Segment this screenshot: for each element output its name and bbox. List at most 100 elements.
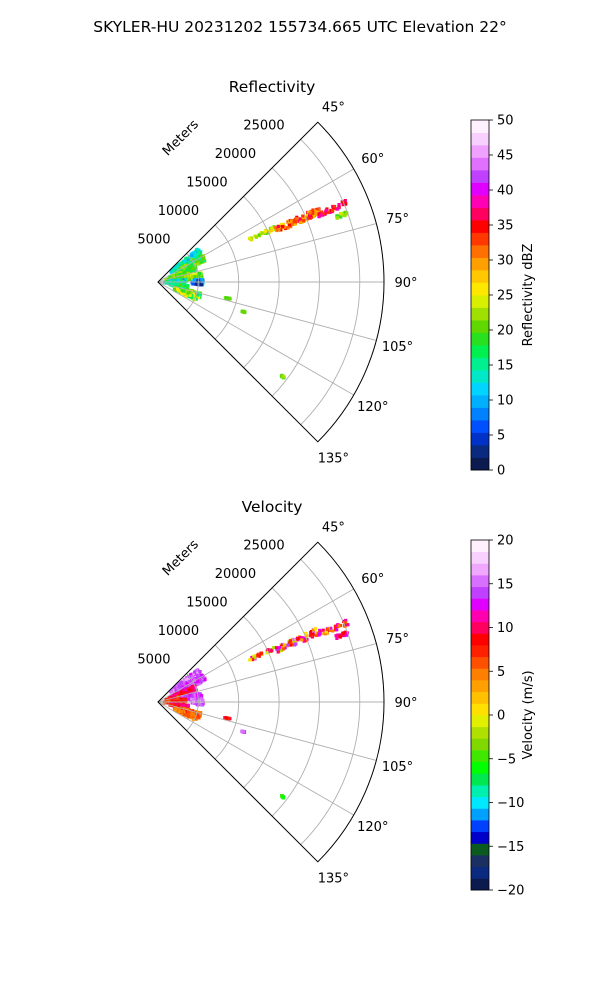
echo-gate (228, 297, 232, 301)
echo-gate (306, 213, 310, 217)
echo-gate (190, 253, 194, 257)
range-tick-label: 5000 (137, 653, 170, 668)
echo-gate (194, 683, 198, 687)
echo-gate (325, 627, 329, 632)
colorbar-segment (471, 220, 489, 233)
echo-gate (197, 281, 201, 285)
echo-gate (195, 671, 199, 675)
colorbar-segment (471, 645, 489, 658)
echo-gate (296, 636, 300, 641)
colorbar-segment (471, 820, 489, 833)
echo-gate (281, 224, 285, 229)
echo-gate (329, 626, 333, 630)
azimuth-gridline (157, 281, 377, 341)
azimuth-tick-label: 120° (357, 400, 388, 415)
echo-gate (198, 257, 202, 261)
range-tick-label: 15000 (186, 175, 227, 190)
colorbar-segment (471, 598, 489, 611)
echo-gate (187, 712, 191, 716)
echo-gate (183, 289, 187, 293)
echo-gate (180, 709, 184, 714)
echo-gate (276, 224, 280, 229)
echo-gate (202, 258, 206, 262)
echo-gate (174, 690, 178, 694)
colorbar-segment (471, 586, 489, 599)
echo-gate (191, 712, 195, 716)
echo-gate (345, 633, 349, 637)
colorbar-segment (471, 357, 489, 371)
echo-gate (269, 229, 273, 233)
echo-gate (183, 695, 187, 699)
echo-gate (256, 653, 260, 657)
echo-gate (182, 259, 186, 264)
echo-gate (300, 636, 304, 640)
azimuth-tick-label: 45° (322, 521, 345, 536)
azimuth-tick-label: 135° (318, 871, 349, 886)
echo-gate (171, 268, 175, 272)
echo-gate (308, 634, 312, 638)
echo-gate (197, 702, 201, 706)
echo-gate (302, 218, 306, 223)
echo-gate (290, 640, 294, 644)
colorbar-segment (471, 691, 489, 704)
echo-gate (178, 710, 182, 714)
echo-gate (197, 271, 202, 276)
echo-gate (340, 200, 344, 204)
echo-gate (200, 257, 204, 261)
echo-gate (287, 223, 292, 227)
colorbar-tick-label: 5 (497, 429, 505, 444)
colorbar-segment (471, 796, 489, 809)
echo-gate (311, 628, 316, 632)
echo-gate (344, 630, 348, 634)
range-tick-label: 10000 (158, 624, 199, 639)
echo-gate (200, 278, 204, 282)
colorbar-segment (471, 457, 489, 471)
echo-gate (196, 681, 200, 686)
echo-gate (227, 717, 231, 721)
echo-gate (189, 713, 193, 718)
colorbar-segment (471, 382, 489, 396)
echo-gate (335, 216, 339, 220)
echo-gate (248, 658, 252, 662)
echo-gate (191, 267, 195, 271)
echo-gate (343, 210, 347, 214)
echo-gate (188, 293, 192, 297)
echo-gate (342, 619, 346, 623)
echo-gate (287, 641, 291, 645)
echo-gate (176, 704, 181, 708)
echo-gate (333, 204, 337, 209)
echo-gate (184, 292, 188, 297)
echo-gate (314, 633, 318, 638)
echo-gate (186, 267, 190, 271)
echo-gate (186, 258, 190, 262)
colorbar-segment (471, 182, 489, 196)
echo-gate (318, 214, 322, 218)
echo-gate (266, 648, 270, 652)
colorbar-segment (471, 575, 489, 588)
colorbar-tick-label: 40 (497, 184, 514, 199)
echo-gate (185, 256, 189, 260)
echo-gate (313, 627, 318, 631)
colorbar-tick-label: 35 (497, 219, 514, 234)
echo-gate (193, 294, 197, 298)
echo-gate (309, 630, 314, 634)
echo-gate (181, 682, 185, 686)
echo-gate (183, 284, 187, 288)
echo-gate (343, 202, 347, 206)
echo-gate (252, 654, 256, 658)
range-tick-label: 20000 (215, 567, 256, 582)
echo-gate (260, 231, 264, 235)
echo-gate (311, 632, 315, 636)
echo-gate (292, 639, 297, 643)
azimuth-gridline (157, 223, 377, 283)
echo-gate (248, 236, 252, 240)
azimuth-tick-label: 60° (361, 572, 384, 587)
azimuth-tick-label: 75° (386, 212, 409, 227)
echo-gate (263, 229, 267, 233)
echo-gate (198, 713, 202, 717)
colorbar-segment (471, 773, 489, 786)
echo-gate (338, 634, 342, 638)
echo-gate (187, 688, 191, 692)
echo-gate (337, 624, 341, 628)
echo-gate (191, 675, 195, 679)
